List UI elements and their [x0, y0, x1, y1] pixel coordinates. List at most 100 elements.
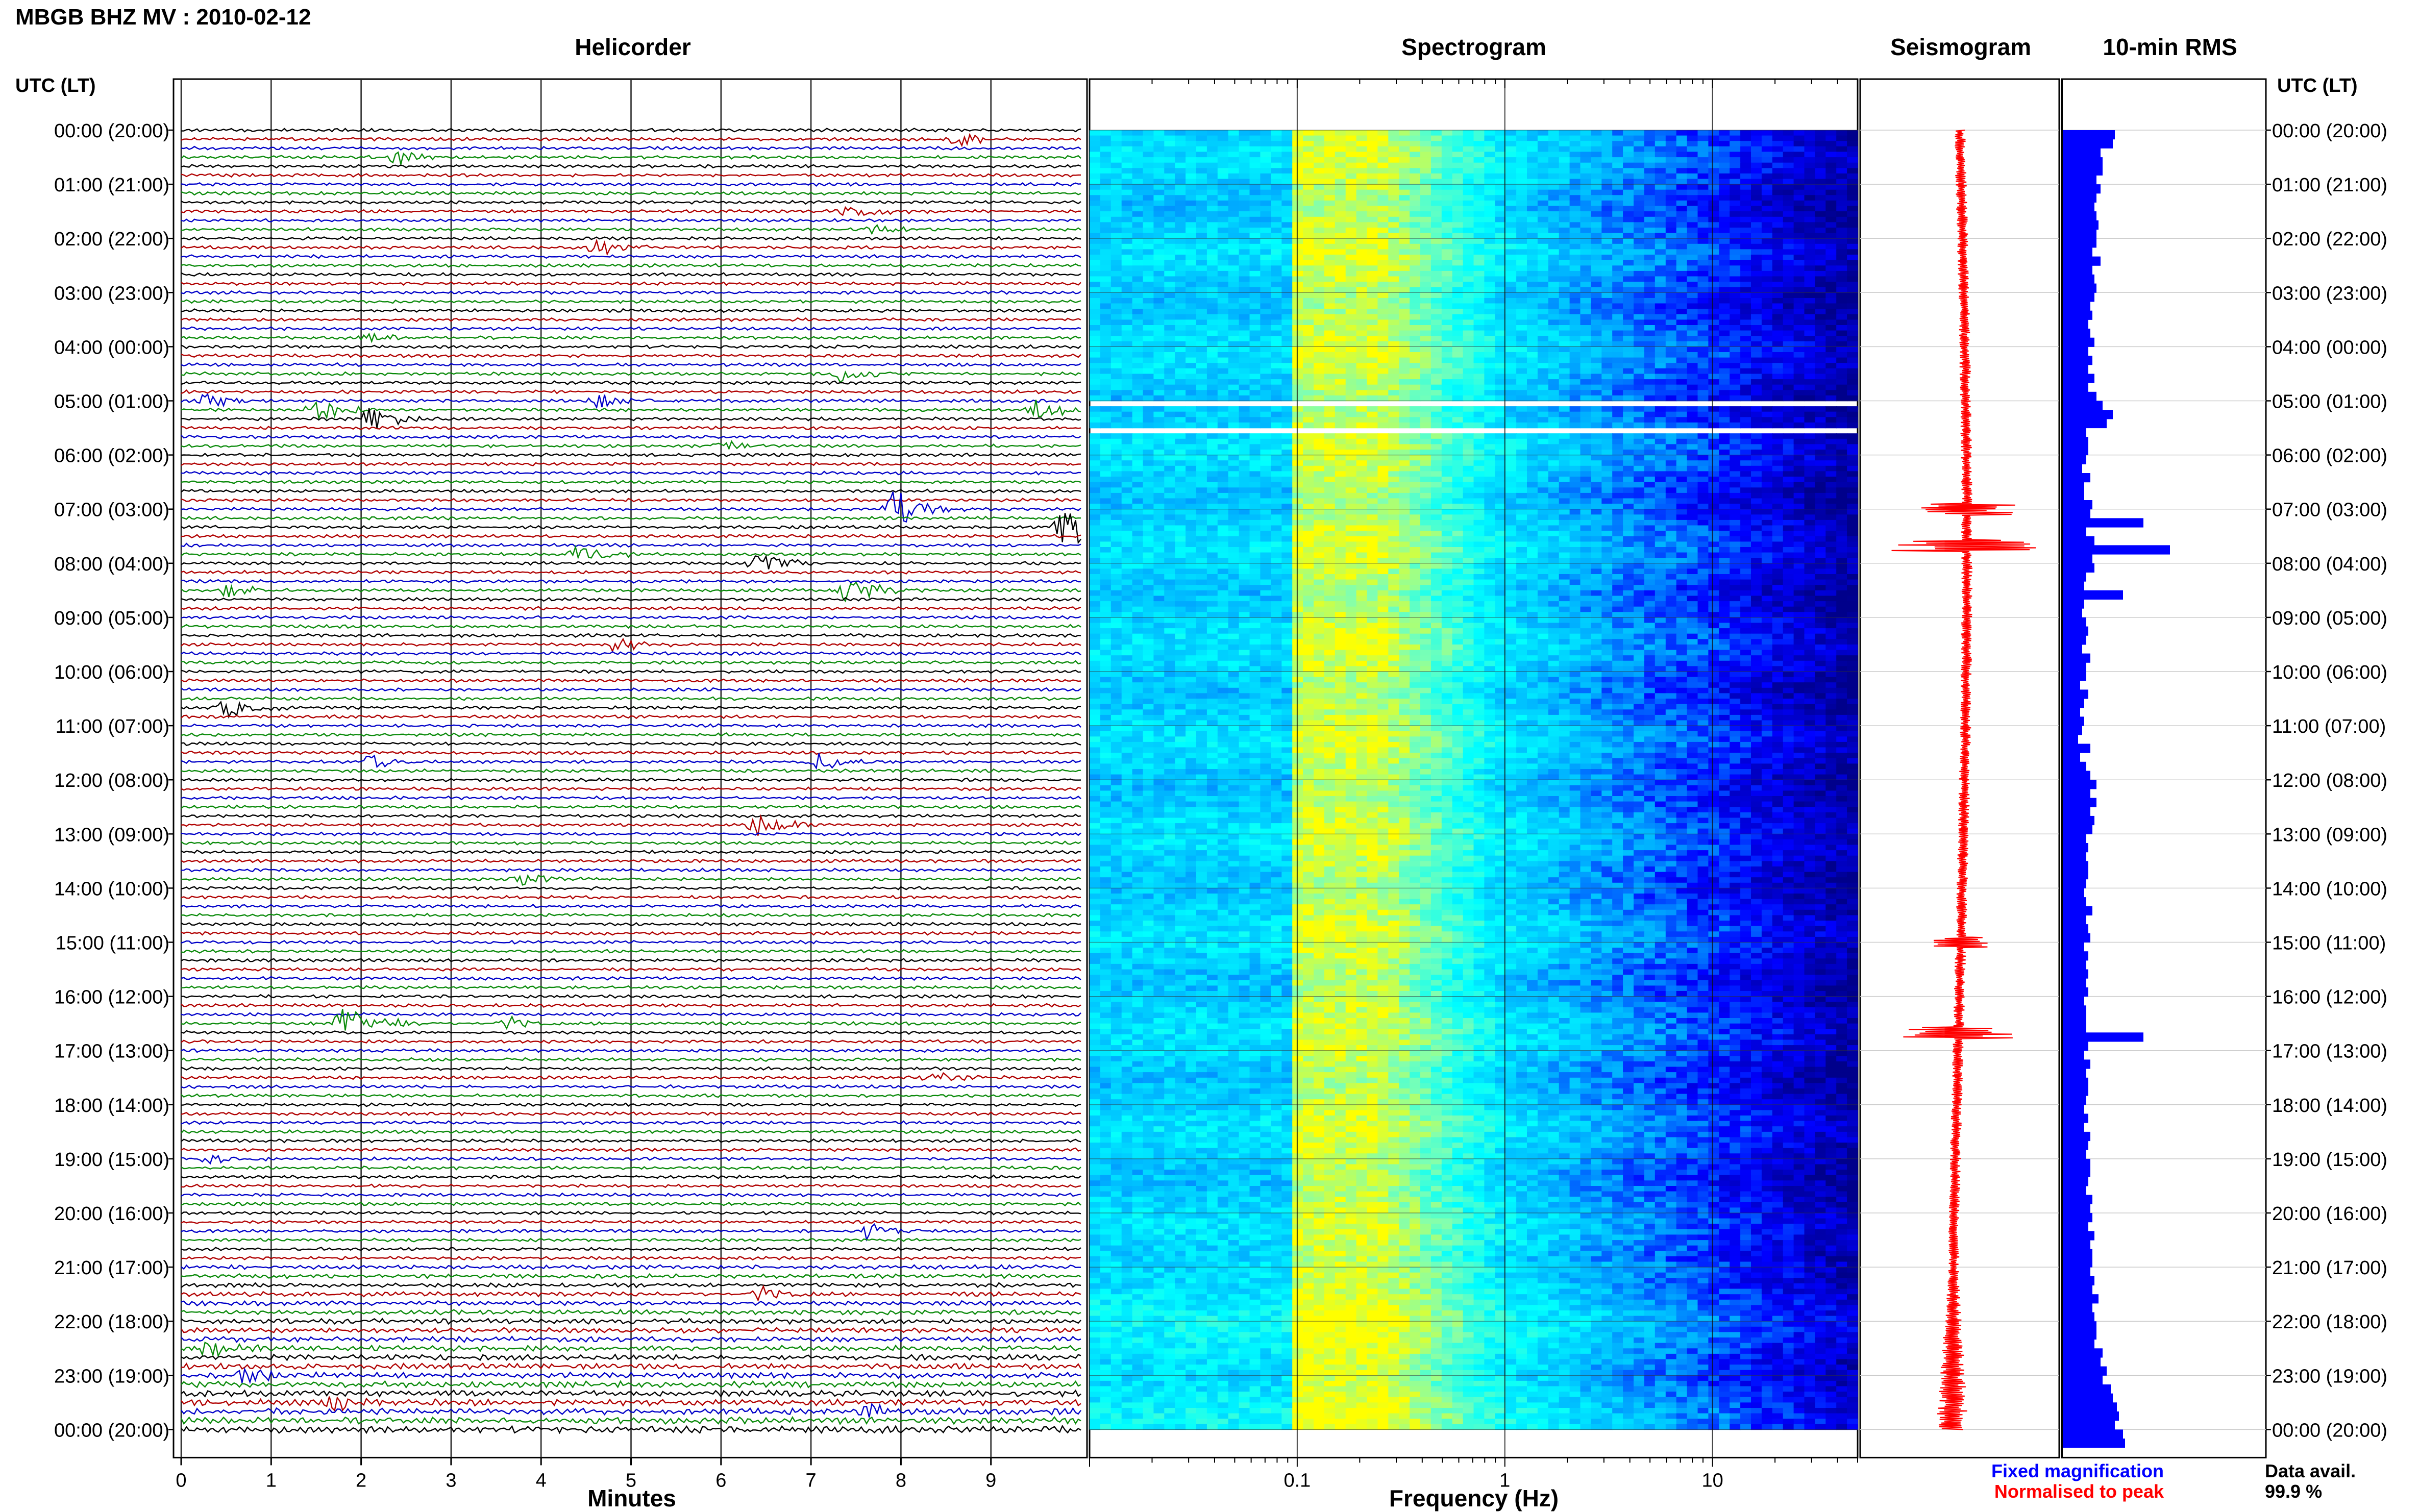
spectrogram-cell [1665, 422, 1677, 429]
helicorder-trace [181, 1154, 1081, 1165]
spectrogram-cell [1292, 152, 1303, 158]
spectrogram-cell [1836, 184, 1847, 190]
spectrogram-cell [1399, 395, 1410, 402]
spectrogram-cell [1580, 233, 1592, 239]
right-axis-title: UTC (LT) [2277, 75, 2358, 96]
spectrogram-cell [1634, 243, 1645, 250]
spectrogram-cell [1249, 314, 1261, 320]
spectrogram-cell [1239, 287, 1250, 293]
spectrogram-cell [1399, 260, 1410, 266]
spectrogram-cell [1452, 265, 1464, 271]
spectrogram-cell [1452, 270, 1464, 277]
spectrogram-cell [1452, 189, 1464, 196]
spectrogram-cell [1761, 487, 1773, 493]
spectrogram-cell [1249, 444, 1261, 450]
spectrogram-cell [1100, 216, 1112, 223]
spectrogram-cell [1569, 216, 1581, 223]
spectrogram-cell [1676, 444, 1688, 450]
spectrogram-cell [1793, 363, 1805, 369]
spectrogram-cell [1164, 168, 1175, 174]
spectrogram-cell [1847, 287, 1858, 293]
spectrogram-cell [1559, 168, 1570, 174]
spectrogram-cell [1687, 141, 1698, 147]
spectrogram-cell [1676, 498, 1688, 504]
spectrogram-cell [1825, 216, 1837, 223]
spectrogram-cell [1601, 455, 1613, 461]
spectrogram-cell [1441, 303, 1453, 309]
spectrogram-cell [1601, 374, 1613, 380]
spectrogram-cell [1271, 352, 1282, 358]
spectrogram-cell [1825, 450, 1837, 456]
spectrogram-cell [1143, 346, 1154, 353]
spectrogram-cell [1697, 292, 1709, 299]
spectrogram-cell [1441, 173, 1453, 180]
spectrogram-cell [1249, 482, 1261, 488]
spectrogram-cell [1740, 265, 1751, 271]
spectrogram-cell [1249, 206, 1261, 212]
spectrogram-cell [1772, 228, 1784, 234]
spectrogram-cell [1260, 330, 1272, 336]
spectrogram-cell [1410, 238, 1421, 244]
spectrogram-cell [1601, 444, 1613, 450]
spectrogram-cell [1303, 287, 1314, 293]
spectrogram-cell [1676, 422, 1688, 429]
spectrogram-cell [1452, 390, 1464, 396]
spectrogram-cell [1761, 200, 1773, 207]
spectrogram-cell [1452, 357, 1464, 363]
spectrogram-cell [1196, 255, 1207, 261]
spectrogram-cell [1410, 346, 1421, 353]
spectrogram-cell [1388, 270, 1399, 277]
spectrogram-cell [1612, 336, 1623, 342]
spectrogram-cell [1730, 374, 1741, 380]
spectrogram-cell [1836, 276, 1847, 282]
spectrogram-cell [1260, 374, 1272, 380]
spectrogram-cell [1527, 216, 1538, 223]
spectrogram-cell [1281, 374, 1293, 380]
spectrogram-cell [1591, 184, 1602, 190]
spectrogram-cell [1740, 228, 1751, 234]
spectrogram-cell [1292, 346, 1303, 353]
spectrogram-cell [1239, 292, 1250, 299]
spectrogram-cell [1441, 249, 1453, 255]
spectrogram-cell [1644, 238, 1656, 244]
spectrogram-cell [1825, 309, 1837, 315]
spectrogram-cell [1292, 276, 1303, 282]
spectrogram-cell [1153, 282, 1165, 288]
spectrogram-cell [1751, 298, 1762, 304]
spectrogram-cell [1239, 444, 1250, 450]
spectrogram-cell [1452, 141, 1464, 147]
spectrogram-cell [1559, 319, 1570, 326]
spectrogram-cell [1217, 325, 1229, 331]
spectrogram-cell [1217, 309, 1229, 315]
spectrogram-cell [1601, 292, 1613, 299]
spectrogram-cell [1569, 460, 1581, 466]
spectrogram-cell [1420, 314, 1431, 320]
spectrogram-cell [1441, 341, 1453, 348]
spectrogram-cell [1580, 157, 1592, 163]
spectrogram-cell [1751, 482, 1762, 488]
spectrogram-cell [1143, 406, 1154, 412]
spectrogram-cell [1655, 243, 1666, 250]
spectrogram-cell [1206, 270, 1218, 277]
spectrogram-cell [1634, 249, 1645, 255]
spectrogram-cell [1580, 276, 1592, 282]
spectrogram-cell [1473, 184, 1485, 190]
spectrogram-cell [1644, 455, 1656, 461]
spectrogram-cell [1537, 422, 1549, 429]
spectrogram-cell [1260, 146, 1272, 153]
spectrogram-cell [1110, 200, 1122, 207]
spectrogram-cell [1730, 265, 1741, 271]
spectrogram-cell [1644, 379, 1656, 385]
spectrogram-cell [1164, 211, 1175, 217]
spectrogram-cell [1420, 460, 1431, 466]
spectrogram-cell [1186, 292, 1197, 299]
spectrogram-cell [1121, 200, 1133, 207]
spectrogram-cell [1335, 184, 1346, 190]
spectrogram-cell [1761, 406, 1773, 412]
spectrogram-cell [1655, 146, 1666, 153]
spectrogram-cell [1441, 471, 1453, 477]
spectrogram-cell [1730, 135, 1741, 141]
spectrogram-cell [1463, 146, 1474, 153]
spectrogram-cell [1100, 471, 1112, 477]
spectrogram-cell [1110, 292, 1122, 299]
